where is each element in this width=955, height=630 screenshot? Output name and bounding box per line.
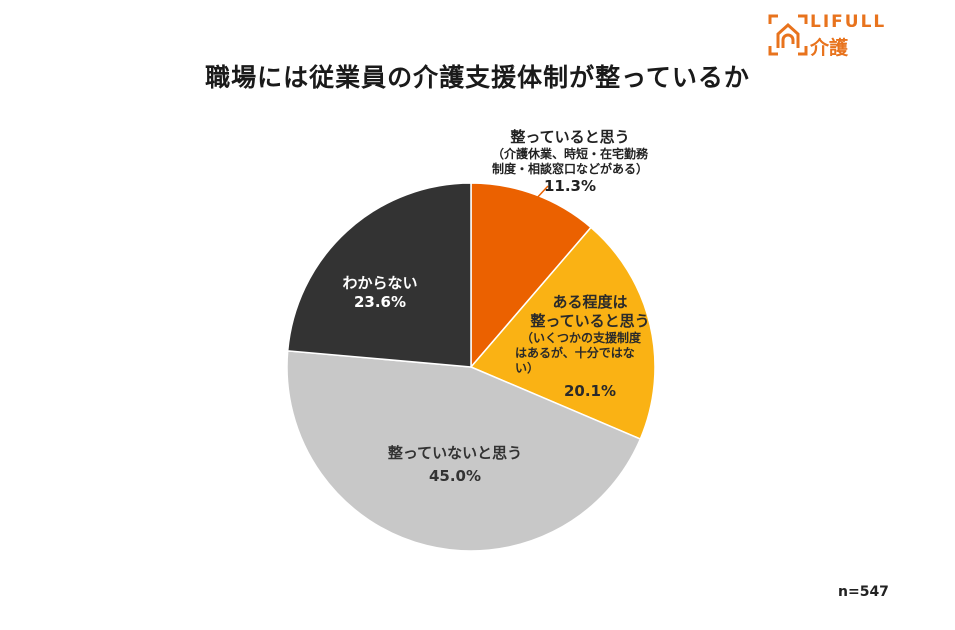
- chart-title: 職場には従業員の介護支援体制が整っているか: [205, 63, 750, 92]
- logo-brand: LIFULL: [810, 12, 887, 32]
- slice-label-somewhat-prepared: ある程度は 整っていると思う （いくつかの支援制度 はあるが、十分ではな い） …: [515, 293, 650, 400]
- sample-size: n=547: [838, 584, 889, 600]
- slice-label-not-prepared: 整っていないと思う 45.0%: [387, 444, 523, 485]
- slice-label-well-prepared: 整っていると思う （介護休業、時短・在宅勤務 制度・相談窓口などがある） 11.…: [491, 128, 648, 195]
- logo-service: 介護: [810, 37, 849, 59]
- lifull-kaigo-logo: LIFULL 介護: [768, 12, 918, 59]
- pie-slice: [470, 182, 592, 370]
- house-bracket-icon: [768, 14, 808, 56]
- pie-slice: [286, 182, 472, 368]
- slice-label-unknown: わからない 23.6%: [342, 274, 418, 311]
- pie-slice: [286, 350, 642, 552]
